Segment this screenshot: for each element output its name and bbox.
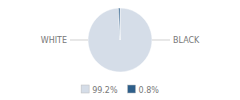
legend-label: 99.2% (92, 86, 118, 95)
chart: WHITE BLACK 99.2% 0.8% (0, 0, 240, 100)
leader-line (152, 40, 170, 41)
legend-swatch (128, 85, 136, 93)
legend-swatch (81, 85, 89, 93)
category-label: WHITE (41, 36, 67, 45)
pie-slice (118, 8, 120, 40)
legend-label: 0.8% (139, 86, 160, 95)
pie-slice (88, 8, 152, 72)
legend-item: 0.8% (128, 85, 160, 95)
legend: 99.2% 0.8% (81, 85, 159, 95)
category-label: BLACK (173, 36, 200, 45)
pie: WHITE BLACK (41, 8, 200, 72)
legend-item: 99.2% (81, 85, 118, 95)
leader-line (70, 40, 88, 41)
